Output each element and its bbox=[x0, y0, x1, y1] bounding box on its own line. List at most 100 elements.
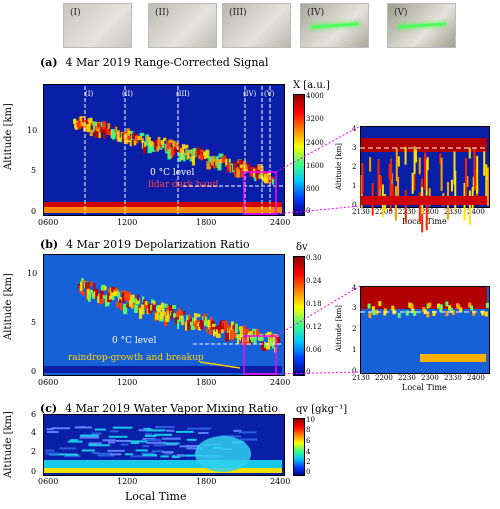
panel-a-texture bbox=[239, 164, 244, 169]
panel-c-ytick: 6 bbox=[31, 410, 37, 419]
panel-b-texture bbox=[260, 336, 264, 341]
stage-label: (V) bbox=[264, 90, 275, 98]
panel-c-texture bbox=[195, 436, 251, 472]
panel-a-texture bbox=[199, 149, 204, 160]
panel-c-texture bbox=[165, 429, 175, 432]
zoom-a-texture bbox=[464, 158, 467, 197]
zoom-b-texture bbox=[383, 310, 387, 316]
panel-a-texture bbox=[154, 139, 159, 151]
panel-a-surface-layer bbox=[44, 202, 282, 207]
panel-a-texture bbox=[103, 129, 106, 139]
panel-a-texture bbox=[195, 151, 199, 157]
zoom-a-texture bbox=[404, 146, 407, 165]
zoom-a-texture bbox=[440, 157, 443, 192]
panel-a-cbar-tick: 2400 bbox=[306, 139, 324, 147]
panel-c-texture bbox=[135, 449, 148, 452]
panel-b-texture bbox=[264, 341, 267, 348]
panel-b-cbar-tick: 0.06 bbox=[306, 346, 322, 354]
panel-b-texture bbox=[155, 313, 159, 320]
panel-b-texture bbox=[270, 335, 274, 347]
panel-a-texture bbox=[236, 167, 241, 178]
panel-a-texture bbox=[173, 141, 177, 149]
zoom-b-texture bbox=[391, 305, 395, 311]
zoom-a-texture bbox=[411, 172, 414, 194]
panel-b-texture bbox=[239, 326, 243, 332]
panel-a-texture bbox=[217, 162, 222, 171]
zoom-b-texture bbox=[439, 307, 443, 313]
zoom-b-texture bbox=[371, 306, 375, 312]
panel-c-texture bbox=[176, 430, 194, 433]
panel-c-texture bbox=[201, 427, 212, 430]
panel-a-texture bbox=[138, 135, 142, 140]
panel-c-texture bbox=[78, 426, 86, 429]
panel-c-texture bbox=[70, 439, 79, 442]
stage-label: (I) bbox=[85, 90, 94, 98]
panel-b-texture bbox=[132, 299, 135, 304]
panel-b-texture bbox=[142, 296, 145, 303]
panel-c-cbar-tick: 6 bbox=[306, 437, 311, 445]
panel-a-texture bbox=[99, 125, 104, 133]
stage-label: (III) bbox=[176, 90, 190, 98]
panel-b-texture bbox=[150, 304, 154, 311]
panel-b-texture bbox=[120, 302, 123, 311]
panel-a-texture bbox=[161, 144, 166, 149]
zoom-b-texture bbox=[413, 310, 417, 316]
panel-b-texture bbox=[176, 311, 180, 318]
panel-c-texture bbox=[176, 454, 185, 457]
panel-c-texture bbox=[81, 449, 95, 452]
panel-b-texture bbox=[121, 290, 124, 295]
zoom-a-xtick: 2300 bbox=[421, 208, 439, 216]
panel-b-texture bbox=[108, 288, 112, 294]
zoom-b-xtick: 2230 bbox=[398, 374, 416, 382]
panel-b-texture bbox=[230, 330, 234, 340]
panel-a-texture bbox=[88, 117, 93, 127]
panel-a-texture bbox=[244, 166, 249, 173]
panel-b-texture bbox=[82, 291, 85, 296]
panel-c-texture bbox=[185, 454, 203, 457]
panel-b-xtick: 0600 bbox=[38, 378, 59, 387]
panel-a-texture bbox=[128, 130, 132, 134]
panel-b-texture bbox=[99, 294, 103, 305]
panel-a-texture bbox=[107, 123, 111, 129]
zoom-connector bbox=[275, 285, 361, 337]
panel-b-cbar-tick: 0.24 bbox=[306, 277, 322, 285]
panel-c-cbar-tick: 10 bbox=[306, 416, 315, 424]
panel-b-texture bbox=[177, 319, 180, 330]
panel-b-texture bbox=[90, 281, 93, 287]
panel-a-texture bbox=[170, 147, 175, 156]
zoom-b-rain-layer bbox=[420, 354, 486, 362]
panel-c-xtick: 2400 bbox=[270, 477, 291, 486]
panel-b-texture bbox=[183, 311, 186, 315]
panel-a-texture bbox=[131, 132, 136, 140]
panel-c-texture bbox=[198, 431, 209, 434]
panel-b-texture bbox=[225, 332, 229, 342]
panel-b-texture bbox=[212, 323, 216, 328]
panel-a-texture bbox=[191, 156, 196, 166]
zoom-b-texture bbox=[397, 312, 401, 318]
panel-c-texture bbox=[46, 431, 59, 434]
panel-b-texture bbox=[126, 304, 131, 308]
panel-b-texture bbox=[218, 329, 221, 334]
panel-c-texture bbox=[64, 455, 81, 458]
panel-a-texture bbox=[187, 149, 190, 160]
zoom-b-texture bbox=[468, 302, 472, 308]
panel-a-texture bbox=[205, 149, 210, 159]
panel-b-texture bbox=[131, 302, 134, 309]
panel-b-texture bbox=[109, 295, 114, 300]
panel-b-texture bbox=[169, 305, 174, 314]
zoom-b-xtick: 2400 bbox=[467, 374, 485, 382]
panel-a-texture bbox=[257, 164, 262, 170]
panel-c-texture bbox=[150, 455, 158, 458]
zoom-a-xtick: 2200 bbox=[375, 208, 393, 216]
panel-b-texture bbox=[185, 321, 189, 331]
panel-b-texture bbox=[240, 331, 245, 341]
panel-c-texture bbox=[91, 451, 100, 454]
photo-label: (V) bbox=[394, 8, 408, 18]
panel-b-texture bbox=[178, 308, 181, 315]
panel-b-texture bbox=[114, 289, 119, 297]
zoom-b-texture bbox=[378, 301, 382, 307]
panel-c-texture bbox=[146, 441, 166, 444]
panel-c-ytick: 0 bbox=[31, 467, 37, 476]
panel-c-texture bbox=[65, 453, 79, 456]
panel-b-texture bbox=[111, 286, 116, 293]
